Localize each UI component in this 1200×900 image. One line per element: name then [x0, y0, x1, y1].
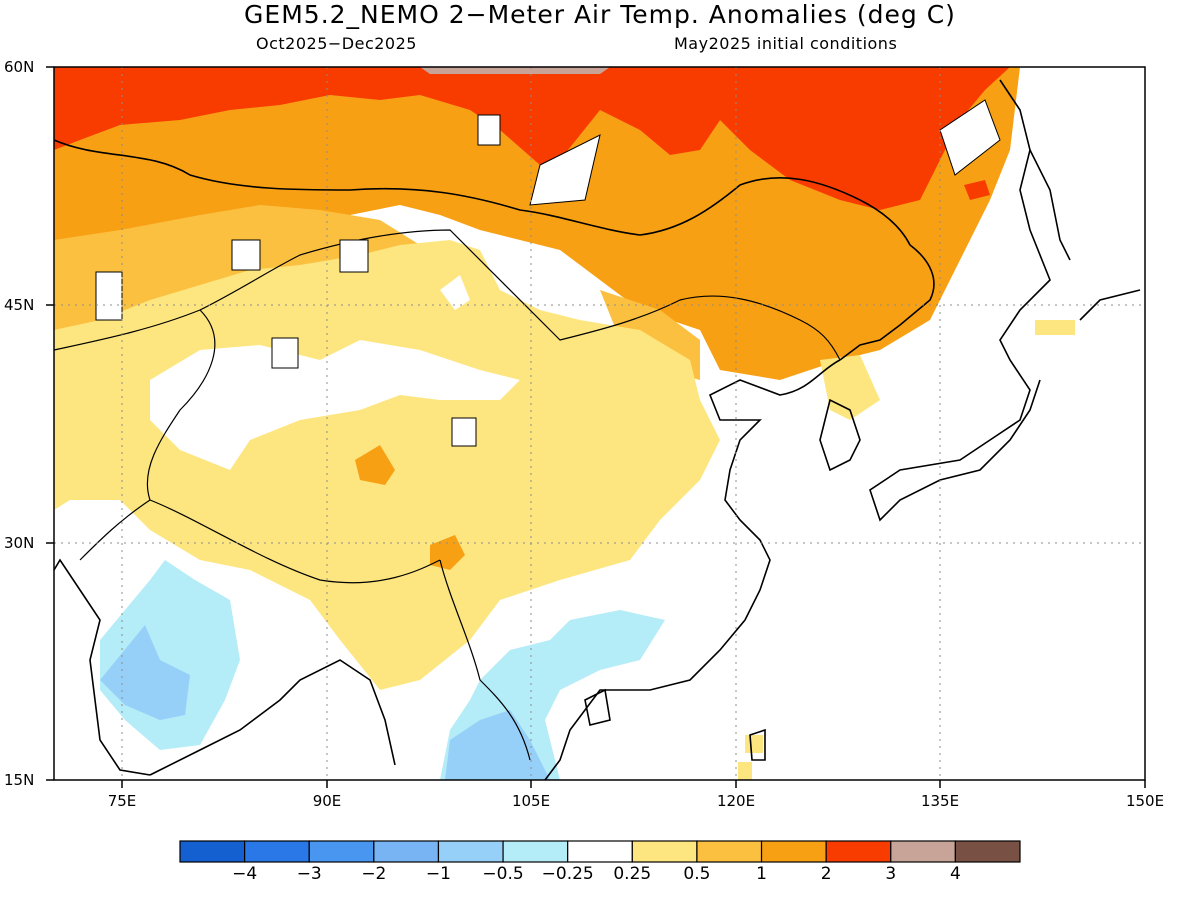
colorbar-label: −0.25	[541, 864, 594, 884]
colorbar-swatch	[567, 840, 633, 863]
anomaly-sakhalin	[964, 180, 990, 200]
colorbar-swatch	[890, 840, 956, 863]
colorbar-swatch	[373, 840, 440, 863]
lat-label-45n: 45N	[4, 296, 35, 314]
neutral-region-tarim	[150, 340, 520, 470]
lon-label-105e: 105E	[511, 792, 551, 810]
anomaly-region-05to1-japan	[1035, 320, 1075, 335]
colorbar-label: 4	[949, 864, 961, 884]
anomaly-philippines	[738, 762, 752, 780]
colorbar-swatch	[179, 840, 246, 863]
anomaly-region-m05-indochina	[445, 710, 550, 780]
lon-label-75e: 75E	[107, 792, 137, 810]
anomaly-region-4plus	[420, 67, 610, 74]
colorbar-label: −1	[425, 864, 451, 884]
neutral-region-mongolia	[440, 275, 470, 310]
map-frame	[53, 66, 1146, 781]
lon-label-150e: 150E	[1125, 792, 1165, 810]
anomaly-region-m05	[100, 625, 190, 720]
colorbar	[179, 840, 1021, 863]
colorbar-label: 0.25	[613, 864, 652, 884]
anomaly-region-2to3-tibet-a	[355, 445, 395, 485]
colorbar-label: −2	[361, 864, 387, 884]
colorbar-swatch	[437, 840, 504, 863]
lon-label-135e: 135E	[920, 792, 960, 810]
colorbar-label: −4	[232, 864, 258, 884]
colorbar-swatch	[631, 840, 698, 863]
anomaly-region-3plus	[54, 67, 1010, 210]
forecast-period: Oct2025−Dec2025	[256, 34, 417, 53]
lat-label-15n: 15N	[4, 771, 35, 789]
colorbar-swatch	[760, 840, 827, 863]
coastlines	[54, 79, 1141, 780]
colorbar-swatch	[954, 840, 1021, 863]
initial-conditions: May2025 initial conditions	[674, 34, 898, 53]
colorbar-label: 1	[756, 864, 767, 884]
colorbar-swatch	[502, 840, 569, 863]
colorbar-swatch	[825, 840, 892, 863]
colorbar-label: 3	[885, 864, 897, 884]
colorbar-swatch	[308, 840, 375, 863]
anomaly-region-05to1-sea	[820, 355, 880, 420]
anomaly-taiwan	[745, 735, 763, 753]
lon-label-120e: 120E	[716, 792, 756, 810]
lat-label-60n: 60N	[4, 58, 35, 76]
lat-label-30n: 30N	[4, 534, 35, 552]
colorbar-label: −3	[296, 864, 322, 884]
country-borders	[54, 229, 841, 761]
colorbar-label: −0.5	[482, 864, 524, 884]
axis-ticks	[46, 66, 1146, 788]
lon-label-90e: 90E	[312, 792, 342, 810]
masked-lakes	[95, 99, 1001, 447]
colorbar-swatch	[696, 840, 763, 863]
colorbar-label: 2	[820, 864, 832, 884]
colorbar-label: 0.5	[683, 864, 711, 884]
colorbar-swatch	[244, 840, 310, 863]
map-title: GEM5.2_NEMO 2−Meter Air Temp. Anomalies …	[244, 0, 956, 29]
